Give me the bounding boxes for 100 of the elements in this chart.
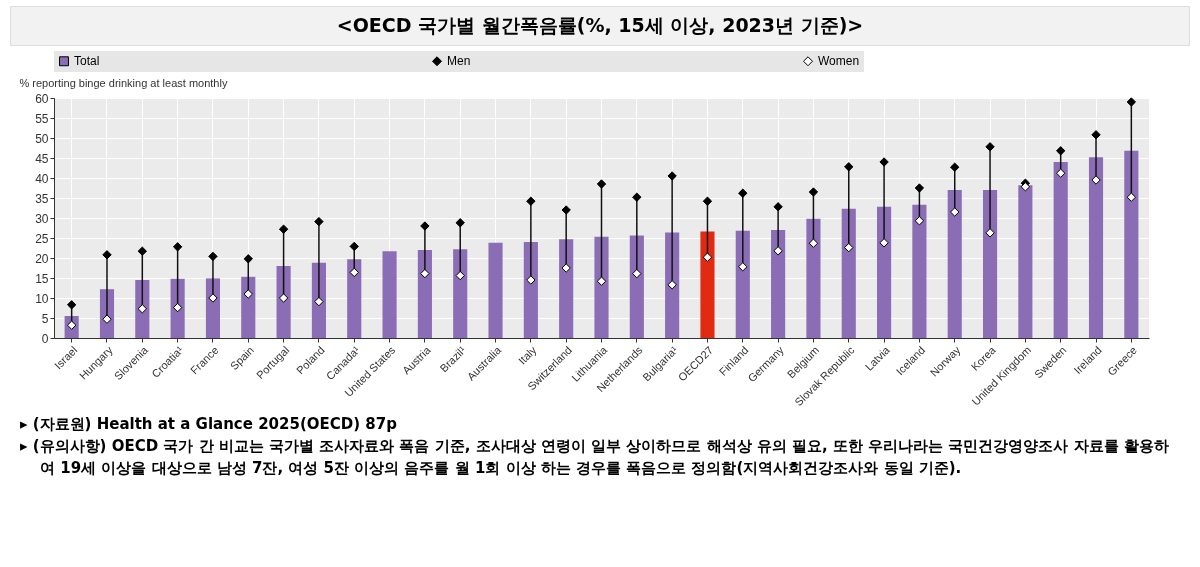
point [455,218,465,228]
legend-label: Men [447,54,471,69]
bar [912,204,927,338]
bar [559,239,574,338]
bar [1053,162,1068,338]
y-tick-label: 20 [35,251,49,266]
y-tick-label: 15 [35,271,49,286]
text: ▸ (자료원) Health at a Glance 2025(OECD) 87p [19,414,398,435]
point [526,275,536,285]
bar [594,236,609,338]
point [773,202,783,212]
text: ▸ (유의사항) OECD 국가 간 비교는 국가별 조사자료와 폭음 기준, 조사대상 연령이 일부 상이하므로 해석상 유의 필요, 또한 우리나라는 국민건강영양조사 자료를 활용하여 19세 이상을 대상으로 남성 7잔, 여성 5잔 이상의 음주를 월 1회 이상 하는 경우를 폭음으로 정의함(지역사회건강조사와 동일 기준). [19,436,1170,479]
bar [982,190,998,338]
bar [1018,185,1033,338]
bar [170,278,185,338]
point [1056,146,1066,156]
point [808,238,819,248]
point [950,207,960,217]
point [137,246,147,256]
point [702,252,713,262]
point [738,262,748,272]
bar [135,280,150,338]
bar [841,208,856,338]
bar [488,242,503,338]
point [455,270,465,281]
point [349,267,359,278]
point [314,216,324,227]
bar [382,251,397,338]
point [278,224,289,234]
point [738,188,748,198]
point [102,250,112,260]
point [879,238,889,248]
y-tick-label: 10 [35,291,49,306]
point [66,300,77,310]
bar [629,235,644,338]
point [596,179,607,189]
legend-label: Women [818,54,860,69]
point [1126,192,1137,202]
bar [700,231,715,338]
point [102,314,112,324]
bar [347,259,362,338]
bar [241,276,256,338]
point [314,296,324,307]
legend-label: Total [74,54,100,69]
chart-title: <OECD 국가별 월간폭음률(%, 15세 이상, 2023년 기준)> [10,6,1190,46]
y-tick-label: 55 [35,111,49,126]
point [844,242,854,253]
y-tick-label: 25 [35,231,49,246]
point [243,289,253,299]
y-tick-label: 0 [41,331,49,346]
point [844,162,854,172]
y-tick-label: 50 [35,131,49,146]
point [1091,130,1101,140]
point [420,268,430,279]
bar [1088,157,1104,338]
point [349,241,359,252]
y-tick-label: 35 [35,191,49,206]
bar [417,250,432,338]
point [1020,182,1031,192]
bar [877,206,892,338]
point [985,142,995,152]
y-tick-label: 30 [35,211,49,226]
point [632,268,642,279]
bar [735,230,750,338]
point [208,293,218,303]
point [808,187,819,197]
point [667,171,677,181]
point [526,196,536,206]
bar [947,190,962,338]
y-tick-label: 45 [35,151,49,166]
bar [771,230,786,338]
point [632,192,642,202]
point [208,251,218,262]
point [1056,168,1066,178]
bar [276,266,291,338]
bar [453,249,468,338]
point [950,162,960,172]
y-axis-title: % reporting binge drinking at least monthly [19,76,228,89]
point [278,293,289,303]
bar [1124,150,1139,338]
point [420,221,430,231]
point [172,302,183,313]
point [243,254,253,264]
point [561,263,571,273]
point [914,183,925,193]
point [667,280,677,290]
bar [665,232,680,338]
y-tick-label: 5 [41,311,49,326]
point [985,228,995,238]
point [561,205,571,215]
point [773,246,783,256]
bar [523,242,538,338]
y-tick-label: 60 [35,91,49,106]
point [596,276,607,286]
point [1091,175,1101,185]
point [172,242,183,252]
point [914,216,925,226]
y-tick-label: 40 [35,171,49,186]
bar [806,218,821,338]
point [1126,97,1137,107]
